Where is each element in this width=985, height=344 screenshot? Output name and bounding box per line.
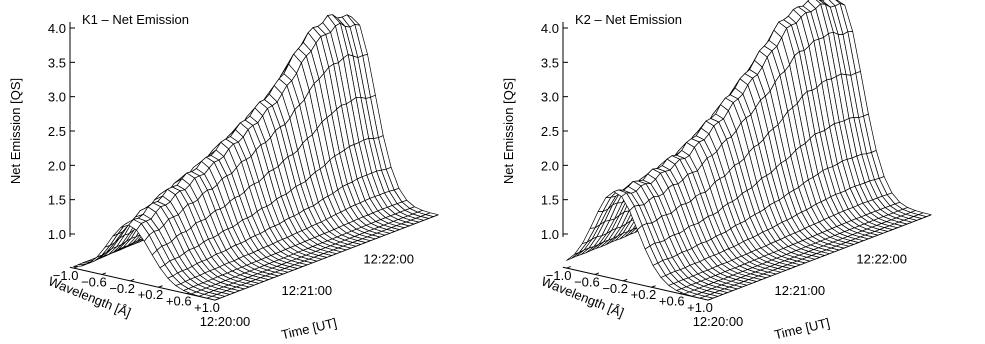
z-tick-label: 4.0 <box>48 21 66 36</box>
wavelength-tick-label: +0.6 <box>659 294 685 309</box>
wavelength-tick-mark <box>651 285 656 288</box>
wavelength-tick-mark <box>158 285 163 288</box>
wavelength-tick-label: +0.2 <box>631 287 657 302</box>
time-tick-label: 12:21:00 <box>775 283 826 298</box>
time-tick-label: 12:22:00 <box>363 252 414 267</box>
wavelength-tick-mark <box>130 278 135 282</box>
wavelength-tick-mark <box>623 278 628 282</box>
time-tick-label: 12:22:00 <box>856 252 907 267</box>
wavelength-tick-label: −0.6 <box>81 274 107 289</box>
k2-surface-plot: K2 – Net Emission 1.0 1.5 2.0 2.5 3.0 3.5 4.0 Ne… <box>501 0 932 342</box>
wavelength-tick-mark <box>73 266 78 269</box>
z-tick-label: 2.0 <box>48 158 66 173</box>
wavelength-tick-label: +0.6 <box>166 294 192 309</box>
time-axis-label: Time [UT] <box>280 315 339 342</box>
surface-cell <box>88 254 103 264</box>
surface-cell <box>566 251 580 261</box>
wavelength-axis-line <box>562 266 709 301</box>
z-tick-label: 1.5 <box>48 193 66 208</box>
surface-mesh <box>73 14 439 301</box>
time-tick-label: 12:20:00 <box>693 314 744 329</box>
k1-surface-plot: K1 – Net Emission 1.0 1.5 2.0 2.5 3.0 3.5 4.0 Ne… <box>8 12 439 342</box>
z-tick-label: 2.5 <box>541 124 559 139</box>
wavelength-tick-label: −1.0 <box>53 268 79 283</box>
chart-k1: K1 – Net Emission 1.0 1.5 2.0 2.5 3.0 3.5 4.0 Ne… <box>0 0 492 344</box>
z-tick-label: 2.0 <box>541 158 559 173</box>
wavelength-tick-mark <box>566 266 571 269</box>
z-tick-label: 1.5 <box>541 193 559 208</box>
time-axis-label: Time [UT] <box>773 315 832 342</box>
wavelength-tick-mark <box>101 272 107 275</box>
z-tick-label: 3.0 <box>48 90 66 105</box>
wavelength-axis-line <box>69 266 216 301</box>
wavelength-tick-label: −0.2 <box>109 281 135 296</box>
wavelength-tick-mark <box>594 272 600 275</box>
wavelength-tick-label: −1.0 <box>546 268 572 283</box>
z-tick-label: 3.5 <box>48 55 66 70</box>
z-axis-label: Net Emission [QS] <box>501 78 516 184</box>
z-tick-label: 4.0 <box>541 21 559 36</box>
surface-cell <box>699 295 714 301</box>
z-tick-label: 1.0 <box>48 227 66 242</box>
z-tick-label: 3.5 <box>541 55 559 70</box>
z-tick-label: 2.5 <box>48 124 66 139</box>
wavelength-tick-label: −0.6 <box>574 274 600 289</box>
surface-mesh <box>566 0 932 301</box>
chart-title: K1 – Net Emission <box>82 12 189 27</box>
chart-k2: K2 – Net Emission 1.0 1.5 2.0 2.5 3.0 3.5 4.0 Ne… <box>493 0 985 344</box>
wavelength-tick-label: −0.2 <box>602 281 628 296</box>
wavelength-tick-label: +0.2 <box>138 287 164 302</box>
wavelength-tick-label: +1.0 <box>194 300 220 315</box>
surface-cell <box>73 263 87 267</box>
surface-cell <box>206 295 221 301</box>
z-axis-label: Net Emission [QS] <box>8 78 23 184</box>
time-tick-label: 12:21:00 <box>282 283 333 298</box>
chart-title: K2 – Net Emission <box>575 12 682 27</box>
z-tick-label: 1.0 <box>541 227 559 242</box>
time-tick-label: 12:20:00 <box>200 314 251 329</box>
z-tick-label: 3.0 <box>541 90 559 105</box>
wavelength-tick-label: +1.0 <box>687 300 713 315</box>
